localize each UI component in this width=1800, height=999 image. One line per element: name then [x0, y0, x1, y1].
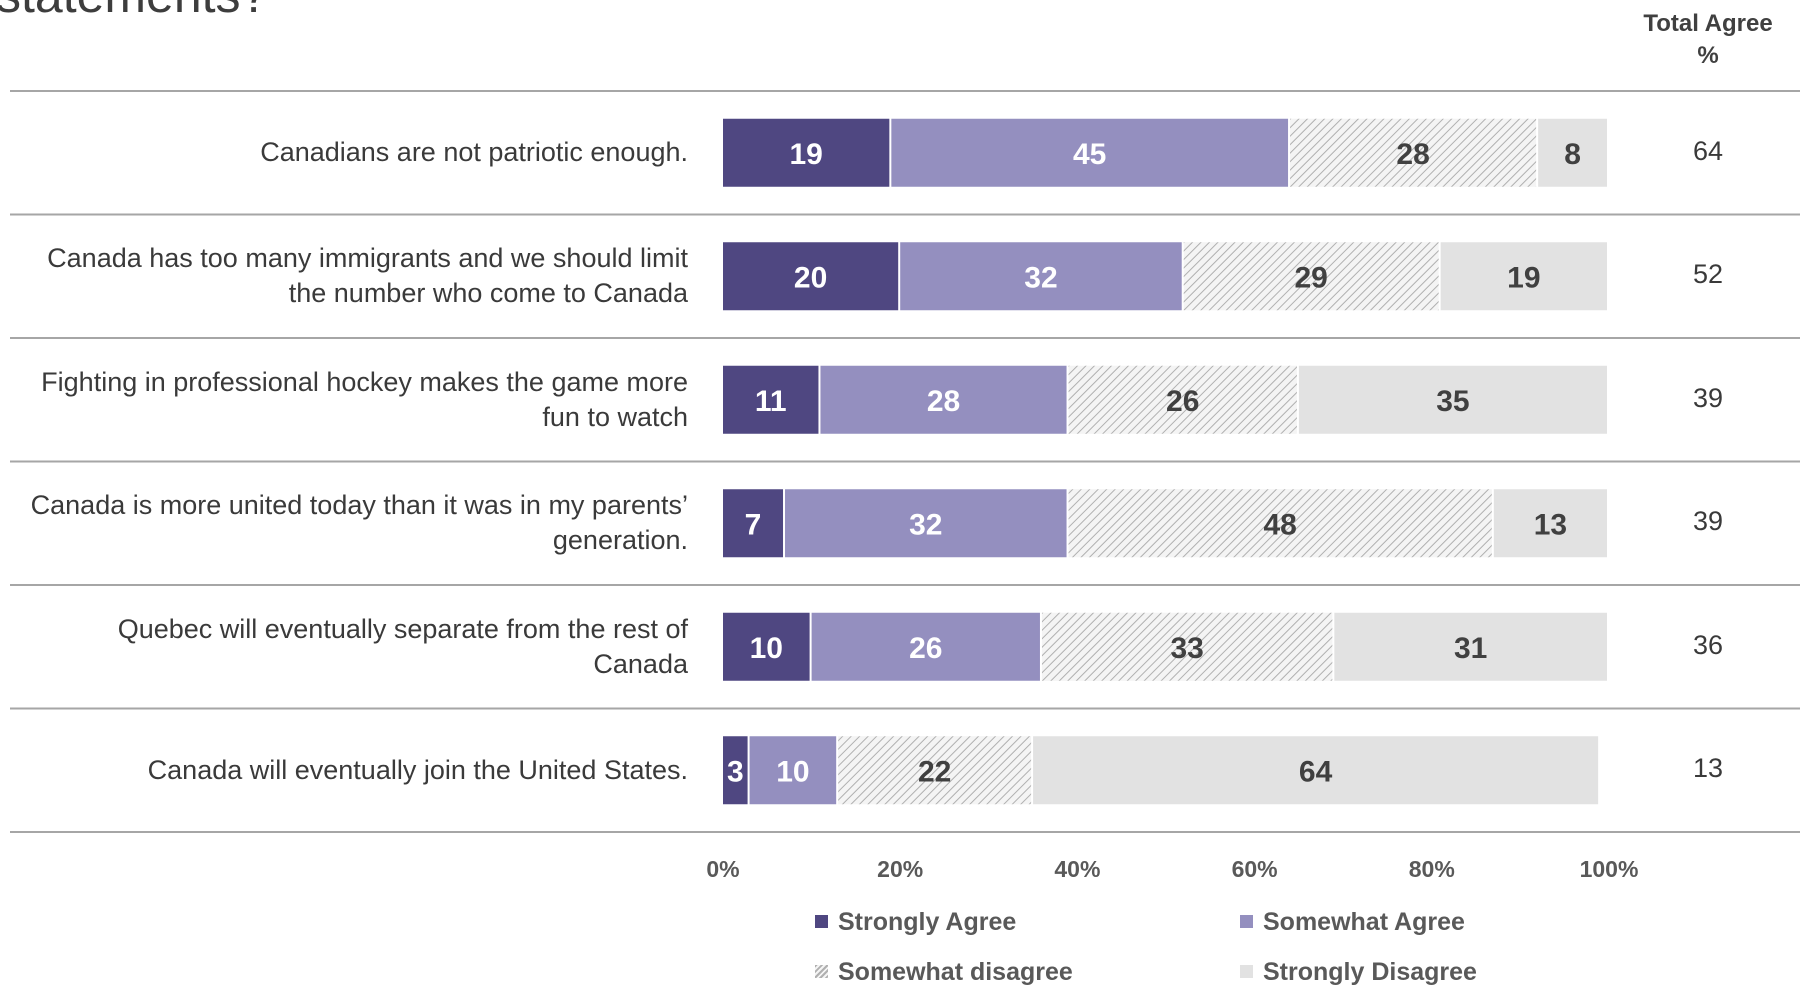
- legend-item: Strongly Disagree: [1240, 958, 1477, 987]
- data-label: 22: [918, 755, 951, 788]
- bar-segment: [1538, 118, 1607, 187]
- total-agree-header-line2: %: [1697, 42, 1719, 69]
- data-label: 11: [755, 385, 787, 418]
- data-label: 10: [750, 632, 783, 665]
- data-label: 48: [1263, 508, 1296, 541]
- x-tick-label: 60%: [1231, 856, 1278, 882]
- bar-segment: [1440, 242, 1607, 311]
- bar-segment: [749, 736, 837, 805]
- bar-segment: [723, 242, 899, 311]
- data-label: 31: [1454, 632, 1487, 665]
- total-agree-value: 36: [1692, 629, 1724, 660]
- legend-item: Strongly Agree: [815, 908, 1016, 937]
- category-label: Canadians are not patriotic enough.: [260, 137, 688, 168]
- bar-segment: [723, 118, 890, 187]
- total-agree-value: 39: [1692, 382, 1724, 413]
- data-label: 3: [727, 755, 744, 788]
- x-tick-label: 20%: [877, 856, 924, 882]
- data-label: 32: [909, 508, 942, 541]
- data-label: 19: [1507, 261, 1540, 294]
- legend-swatch: [1240, 965, 1253, 978]
- category-label: Quebec will eventually separate from the…: [117, 613, 688, 679]
- bar-segment: [811, 612, 1040, 681]
- data-label: 45: [1073, 138, 1106, 171]
- legend-item: Somewhat Agree: [1240, 908, 1465, 937]
- category-label: Canada will eventually join the United S…: [147, 754, 688, 785]
- total-agree-value: 64: [1692, 135, 1724, 166]
- category-label: Canada has too many immigrants and we sh…: [47, 243, 688, 309]
- data-label: 28: [1396, 138, 1429, 171]
- legend-label: Somewhat Agree: [1263, 908, 1465, 936]
- legend-label: Strongly Agree: [838, 908, 1017, 936]
- bar-segment: [1334, 612, 1607, 681]
- bar-segment: [1493, 489, 1607, 558]
- bar-segment: [723, 612, 810, 681]
- data-label: 28: [927, 385, 960, 418]
- bar-segment: [900, 242, 1182, 311]
- data-label: 10: [776, 755, 809, 788]
- x-tick-label: 100%: [1579, 856, 1639, 882]
- bar-segment: [1068, 365, 1297, 434]
- category-label: Canada is more united today than it was …: [30, 490, 688, 556]
- data-label: 8: [1564, 138, 1581, 171]
- data-label: 26: [909, 632, 942, 665]
- category-label: Fighting in professional hockey makes th…: [41, 366, 688, 432]
- bar-segment: [891, 118, 1289, 187]
- data-label: 33: [1170, 632, 1203, 665]
- bar-segment: [838, 736, 1032, 805]
- bar-segment: [723, 365, 819, 434]
- bar-segment: [1298, 365, 1607, 434]
- bar-segment: [723, 736, 748, 805]
- x-tick-label: 80%: [1408, 856, 1455, 882]
- total-agree-value: 13: [1692, 753, 1724, 784]
- x-tick-label: 40%: [1054, 856, 1101, 882]
- legend-label: Strongly Disagree: [1263, 958, 1477, 986]
- legend-swatch: [815, 965, 828, 978]
- data-label: 35: [1436, 385, 1469, 418]
- bar-segment: [1041, 612, 1333, 681]
- x-tick-label: 0%: [706, 856, 740, 882]
- bar-segment: [1033, 736, 1599, 805]
- bar-segment: [1068, 489, 1492, 558]
- bar-segment: [1183, 242, 1439, 311]
- legend-item: Somewhat disagree: [815, 958, 1073, 987]
- data-label: 13: [1534, 508, 1567, 541]
- bar-segment: [723, 489, 784, 558]
- data-label: 19: [789, 138, 822, 171]
- legend-label: Somewhat disagree: [838, 958, 1073, 986]
- data-label: 26: [1166, 385, 1199, 418]
- data-label: 32: [1024, 261, 1057, 294]
- total-agree-value: 39: [1692, 506, 1724, 537]
- total-agree-header: Total Agree %: [1618, 8, 1798, 72]
- bar-segment: [1290, 118, 1537, 187]
- legend-swatch: [815, 915, 828, 928]
- data-label: 29: [1295, 261, 1328, 294]
- total-agree-header-line1: Total Agree: [1643, 10, 1773, 37]
- data-label: 20: [794, 261, 827, 294]
- legend-swatch: [1240, 915, 1253, 928]
- total-agree-value: 52: [1692, 259, 1724, 290]
- chart-title: statements?: [0, 0, 268, 20]
- data-label: 7: [745, 508, 762, 541]
- bar-segment: [820, 365, 1067, 434]
- bar-segment: [785, 489, 1067, 558]
- data-label: 64: [1299, 755, 1333, 788]
